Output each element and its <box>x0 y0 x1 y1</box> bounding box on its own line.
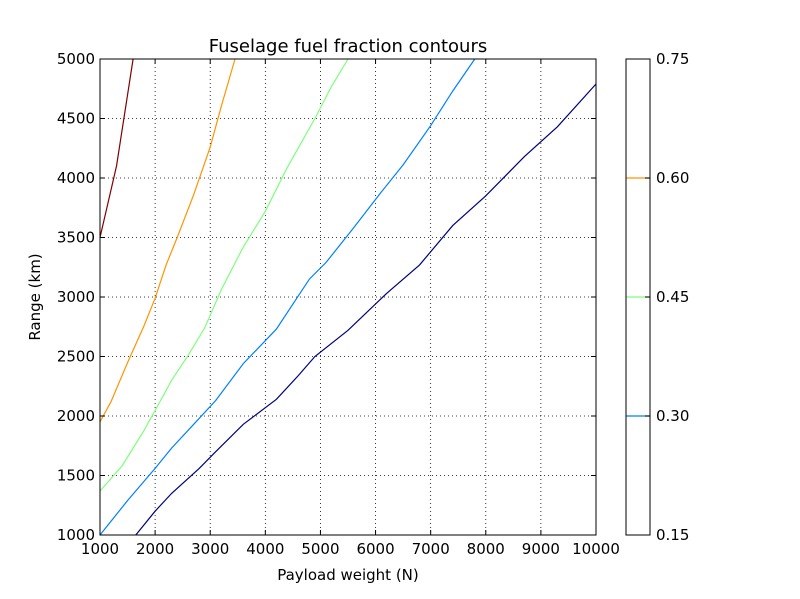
colorbar-tick-label: 0.45 <box>656 288 689 306</box>
contour-line-0-6 <box>99 58 236 423</box>
y-tick-label: 4500 <box>57 110 95 128</box>
grid-layer <box>99 58 597 536</box>
y-tick-label: 2500 <box>57 348 95 366</box>
x-tick-label: 9000 <box>522 540 560 558</box>
x-tick-label: 6000 <box>356 540 394 558</box>
chart-title: Fuselage fuel fraction contours <box>209 36 487 57</box>
y-tick-label: 5000 <box>57 50 95 68</box>
x-tick-label: 5000 <box>301 540 339 558</box>
colorbar-tick-label: 0.15 <box>656 526 689 544</box>
y-tick-label: 3000 <box>57 288 95 306</box>
x-tick-label: 8000 <box>467 540 505 558</box>
colorbar-tick-label: 0.75 <box>656 50 689 68</box>
contour-line-0-45 <box>99 58 349 492</box>
y-tick-label: 3500 <box>57 229 95 247</box>
x-tick-label: 7000 <box>412 540 450 558</box>
contour-line-0-75 <box>99 58 134 238</box>
x-tick-label: 3000 <box>191 540 229 558</box>
x-tick-label: 2000 <box>136 540 174 558</box>
y-tick-label: 1500 <box>57 467 95 485</box>
colorbar-tick-label: 0.30 <box>656 407 689 425</box>
y-tick-label: 2000 <box>57 407 95 425</box>
y-tick-label: 1000 <box>57 526 95 544</box>
series-layer <box>99 58 597 536</box>
x-tick-label: 10000 <box>572 540 620 558</box>
y-axis-label: Range (km) <box>26 253 44 340</box>
contour-line-0-3 <box>99 58 476 536</box>
colorbar: 0.15 0.30 0.45 0.60 0.75 <box>625 50 689 544</box>
tick-layer: 1000 2000 3000 4000 5000 6000 7000 8000 9000 1000… <box>57 50 620 558</box>
x-axis-label: Payload weight (N) <box>277 566 419 584</box>
x-tick-label: 1000 <box>81 540 119 558</box>
y-tick-label: 4000 <box>57 169 95 187</box>
contour-line-0-15 <box>135 83 597 536</box>
x-tick-label: 4000 <box>246 540 284 558</box>
colorbar-tick-label: 0.60 <box>656 169 689 187</box>
